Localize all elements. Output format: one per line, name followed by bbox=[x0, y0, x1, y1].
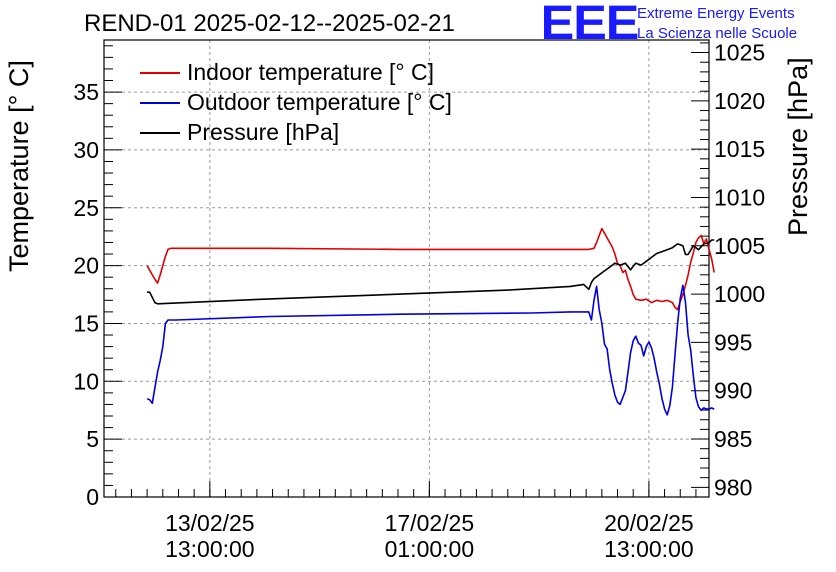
y-left-tick-label: 20 bbox=[73, 253, 99, 279]
x-tick-label-time: 13:00:00 bbox=[604, 536, 694, 562]
y-left-tick-label: 25 bbox=[73, 195, 99, 221]
pressure-line bbox=[147, 239, 715, 305]
y-left-tick-label: 5 bbox=[86, 426, 99, 452]
brand-text: Extreme Energy Events La Scienza nelle S… bbox=[637, 4, 797, 44]
legend-label-pressure: Pressure [hPa] bbox=[187, 119, 340, 145]
plot-frame bbox=[103, 39, 710, 498]
series-layer bbox=[146, 227, 715, 416]
chart-title: REND-01 2025-02-12--2025-02-21 bbox=[84, 10, 455, 37]
y-left-tick-label: 30 bbox=[73, 137, 99, 163]
y-left-tick-label: 15 bbox=[73, 310, 99, 336]
y-right-axis-label: Pressure [hPa] bbox=[783, 57, 813, 236]
brand-line-2: La Scienza nelle Scuole bbox=[637, 25, 798, 42]
y-left-tick-label: 10 bbox=[73, 368, 99, 394]
grid-lines bbox=[104, 40, 709, 497]
y-left-tick-label: 35 bbox=[73, 79, 99, 105]
x-tick-label-time: 13:00:00 bbox=[165, 536, 255, 562]
y-right-tick-label: 985 bbox=[714, 426, 752, 452]
y-right-tick-label: 1020 bbox=[714, 88, 765, 114]
y-right-tick-label: 980 bbox=[714, 474, 752, 500]
y-right-tick-label: 1025 bbox=[714, 40, 765, 66]
y-right-tick-label: 995 bbox=[714, 329, 752, 355]
legend-label-outdoor: Outdoor temperature [° C] bbox=[187, 89, 452, 115]
legend-label-indoor: Indoor temperature [° C] bbox=[187, 59, 434, 85]
legend-swatches bbox=[140, 72, 180, 134]
y-left-axis-label: Temperature [° C] bbox=[4, 60, 34, 272]
y-right-tick-label: 1015 bbox=[714, 136, 765, 162]
y-right-tick-label: 1000 bbox=[714, 281, 765, 307]
x-tick-label-date: 20/02/25 bbox=[604, 510, 694, 536]
x-tick-label-time: 01:00:00 bbox=[385, 536, 475, 562]
outdoor-temperature-line bbox=[146, 284, 715, 416]
y-right-tick-label: 990 bbox=[714, 378, 752, 404]
x-tick-label-date: 13/02/25 bbox=[165, 510, 255, 536]
axes: 0510152025303598098599099510001005101010… bbox=[73, 39, 765, 562]
y-right-tick-label: 1005 bbox=[714, 233, 765, 259]
x-tick-label-date: 17/02/25 bbox=[385, 510, 475, 536]
eee-logo: EEE bbox=[540, 0, 640, 50]
brand-line-1: Extreme Energy Events bbox=[637, 5, 795, 22]
y-right-tick-label: 1010 bbox=[714, 184, 765, 210]
y-left-tick-label: 0 bbox=[86, 484, 99, 510]
indoor-temperature-line bbox=[146, 227, 715, 311]
